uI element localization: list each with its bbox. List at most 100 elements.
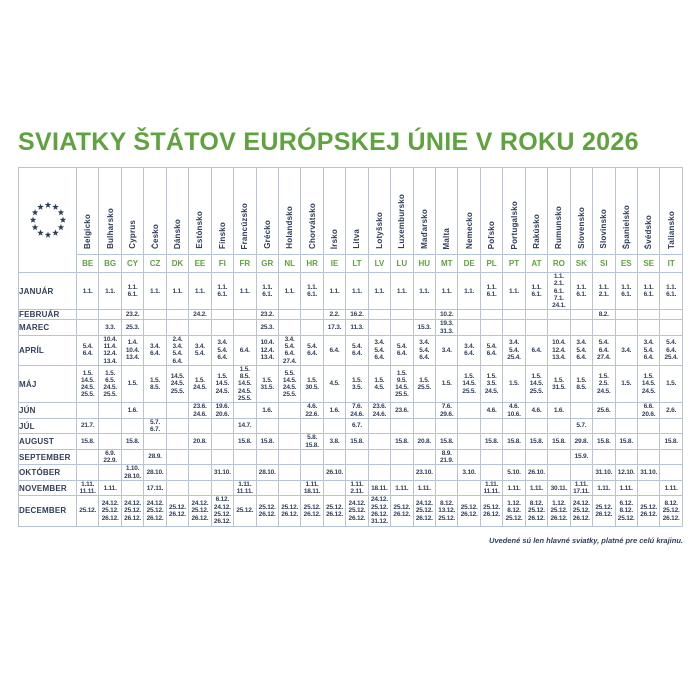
holiday-cell: 3.8. (322, 433, 347, 450)
holiday-cell: 25.12. 26.12. (479, 495, 504, 527)
holiday-cell: 24.12. 25.12. 26.12. (143, 495, 167, 527)
holiday-cell: 28.10. (255, 464, 279, 481)
holiday-cell: 5.8. 15.8. (300, 433, 324, 450)
holiday-cell: 25.12. 26.12. (390, 495, 414, 527)
holiday-cell (277, 417, 302, 435)
holiday-cell (592, 448, 616, 466)
holiday-cell: 5.7. 6.7. (143, 417, 167, 435)
holiday-cell (479, 309, 504, 321)
holiday-cell (390, 417, 414, 435)
country-name-cell: Slovinsko (592, 167, 616, 255)
holiday-cell (659, 448, 683, 466)
month-label: FEBRUÁR (18, 309, 77, 321)
holiday-cell: 1.5. 8.5. (569, 364, 594, 404)
holiday-cell (569, 402, 594, 419)
holiday-cell (569, 319, 594, 336)
holiday-cell: 15.8. (75, 433, 100, 450)
holiday-cell: 1.5. 31.5. (255, 364, 279, 404)
country-code: BG (98, 254, 122, 273)
holiday-cell: 6.4. (524, 334, 549, 366)
country-name-cell: Estónsko (188, 167, 212, 255)
holiday-cell: 25.12. 26.12. (592, 495, 616, 527)
country-name-label: Írsko (330, 228, 340, 249)
holiday-cell: 1.1. (75, 271, 100, 311)
holiday-cell: 6.9. 22.9. (98, 448, 122, 466)
country-name-label: Slovensko (576, 207, 586, 249)
holiday-cell (457, 309, 481, 321)
country-names-row: Belgicko Bulharsko Cyprus Česko Dánsko Estóns… (18, 167, 683, 273)
holiday-cell: 1.5. 4.5. (367, 364, 392, 404)
page: SVIATKY ŠTÁTOV EURÓPSKEJ ÚNIE V ROKU 202… (18, 128, 683, 545)
country-name-cell: Luxembursko (390, 167, 414, 255)
country-name-cell: Fínsko (210, 167, 235, 255)
holiday-cell (390, 309, 414, 321)
holiday-cell: 23.6. 24.6. (367, 402, 392, 419)
holiday-cell: 23.6. (390, 402, 414, 419)
holiday-cell: 24.12. 25.12. 26.12. (569, 495, 594, 527)
country-code: SI (592, 254, 616, 273)
month-row: JÚN 1.6. 23.6. 24.6. 19.6. 20.6. 1.6. 4.6. 22… (18, 402, 683, 419)
holiday-cell: 17.3. (322, 319, 347, 336)
holiday-cell: 15.8. (233, 433, 257, 450)
holiday-cell (636, 417, 661, 435)
holiday-cell: 5.4. 6.4. (390, 334, 414, 366)
holiday-cell: 8.2. (592, 309, 616, 321)
holiday-cell (188, 448, 212, 466)
holiday-cell (233, 464, 257, 481)
month-row: JÚL 21.7. 5.7. 6.7. 14.7. 6.7. 5.7. (18, 417, 683, 435)
holiday-cell: 1.1. 6.1. (614, 271, 638, 311)
holiday-cell: 5.4. 6.4. (345, 334, 369, 366)
holiday-cell (277, 479, 302, 497)
holiday-cell: 15.8. (255, 433, 279, 450)
country-name-cell: Dánsko (165, 167, 190, 255)
holiday-cell: 1.6. (255, 402, 279, 419)
holiday-cell: 19.3. 31.3. (434, 319, 459, 336)
country-code: PL (479, 254, 504, 273)
holiday-cell (457, 479, 481, 497)
holiday-cell (457, 402, 481, 419)
month-label: MÁJ (18, 364, 77, 404)
month-label: SEPTEMBER (18, 448, 77, 466)
holiday-cell: 17.11. (143, 479, 167, 497)
holiday-cell: 4.6. 22.6. (300, 402, 324, 419)
country-code: DE (457, 254, 481, 273)
holiday-cell: 20.8. (412, 433, 437, 450)
country-code: ES (614, 254, 638, 273)
country-name-cell: Rumunsko (547, 167, 571, 255)
holiday-cell (300, 319, 324, 336)
holiday-cell: 1.11. (614, 479, 638, 497)
country-name-cell: Írsko (322, 167, 347, 255)
holiday-cell: 1.1. (457, 271, 481, 311)
holiday-cell: 1.1. 6.1. (300, 271, 324, 311)
holiday-cell: 24.12. 25.12. 26.12. (188, 495, 212, 527)
country-name-label: Taliansko (666, 210, 676, 249)
country-name-cell: Chorvátsko (300, 167, 324, 255)
holiday-cell (412, 402, 437, 419)
holiday-cell: 24.12. 25.12. 26.12. (412, 495, 437, 527)
month-label: OKTÓBER (18, 464, 77, 481)
holiday-cell (547, 464, 571, 481)
holiday-cell: 25.6. (592, 402, 616, 419)
month-label: DECEMBER (18, 495, 77, 527)
country-name-cell: Česko (143, 167, 167, 255)
holiday-cell: 3.3. (98, 319, 122, 336)
holiday-cell (233, 402, 257, 419)
holiday-cell: 3.10. (457, 464, 481, 481)
country-name-label: Česko (150, 223, 160, 249)
holiday-cell (255, 479, 279, 497)
country-name-label: Nemecko (464, 212, 474, 249)
holiday-cell (547, 309, 571, 321)
page-title: SVIATKY ŠTÁTOV EURÓPSKEJ ÚNIE V ROKU 202… (18, 128, 639, 156)
month-label: NOVEMBER (18, 479, 77, 497)
holiday-cell: 3.4. 6.4. (143, 334, 167, 366)
country-name-label: Rumunsko (554, 206, 564, 249)
holiday-cell (524, 417, 549, 435)
holiday-cell: 25.12. 26.12. (277, 495, 302, 527)
holiday-cell: 15.8. (390, 433, 414, 450)
country-code: AT (524, 254, 549, 273)
holiday-cell (165, 448, 190, 466)
month-label: AUGUST (18, 433, 77, 450)
country-code: NL (277, 254, 302, 273)
holiday-cell: 3.4. 5.4. 6.4. (569, 334, 594, 366)
country-code: LT (345, 254, 369, 273)
